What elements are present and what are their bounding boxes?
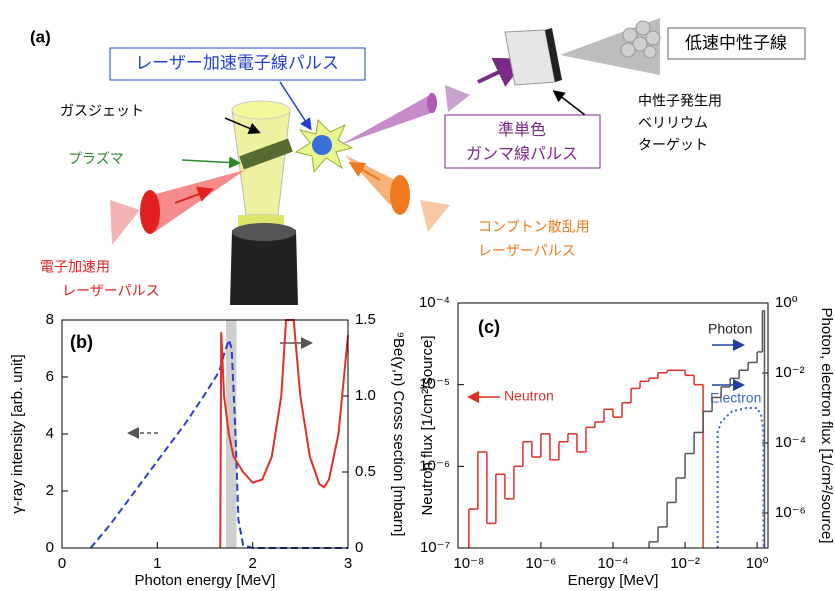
y2-tick-label: 10⁻⁶ [775,504,806,521]
x-tick-label: 2 [248,555,256,572]
y-tick-label: 4 [46,425,54,442]
y2-tick-label: 0 [355,539,363,556]
label: ガスジェット [60,103,144,119]
diagram: (a) レーザー加速電子線パルス 低速中性子線 ガスジェット プラズマ 準単色 … [30,18,805,305]
gamma-cone [340,95,434,145]
y2-tick-label: 1.5 [355,311,376,328]
label: レーザーパルス [62,283,160,299]
nozzle-top [232,223,296,241]
accel-laser-spot [140,190,160,234]
gas-jet-top [232,101,290,119]
figure: (a) レーザー加速電子線パルス 低速中性子線 ガスジェット プラズマ 準単色 … [0,0,835,591]
x-axis-label: Energy [MeV] [568,572,659,589]
label: ガンマ線パルス [466,145,578,163]
label: レーザー加速電子線パルス [135,53,339,72]
y-tick-label: 0 [46,539,54,556]
plot-frame [62,320,348,548]
panel-label: (c) [478,317,500,337]
y2-tick-label: 10⁻⁴ [775,434,806,451]
label: コンプトン散乱用 [478,219,590,235]
accel-laser-cone [152,170,245,232]
legend-label: Neutron [504,388,554,404]
x-tick-label: 3 [344,555,352,572]
x-tick-label: 10⁻⁸ [453,555,484,572]
label: 準単色 [498,121,546,139]
series-line [91,340,348,548]
label: 電子加速用 [40,259,110,275]
plot-frame [458,303,768,548]
series-line [718,408,764,548]
y-axis-label: Neutron flux [1/cm²/source] [419,335,436,515]
compton-spot [390,175,410,215]
y2-tick-label: 0.5 [355,463,376,480]
y-axis-label: γ-ray intensity [arb. unit] [9,354,26,513]
x-tick-label: 0 [58,555,66,572]
accel-laser-pulse [110,200,140,245]
y2-tick-label: 1.0 [355,387,376,404]
y-tick-label: 8 [46,311,54,328]
series-line [220,320,348,548]
label: ベリリウム [638,115,708,131]
y2-tick-label: 10⁰ [775,294,798,311]
arrow [182,160,238,163]
y-tick-label: 2 [46,482,54,499]
y2-axis-label: ⁹Be(γ,n) Cross section [mbarn] [390,332,407,537]
y2-tick-label: 10⁻² [775,364,805,381]
legend-label: Photon [708,321,752,337]
nozzle [230,230,298,305]
label: ターゲット [638,137,708,153]
x-tick-label: 10⁻² [670,555,700,572]
label: レーザーパルス [478,243,576,259]
x-tick-label: 1 [153,555,161,572]
y-tick-label: 10⁻⁷ [420,539,450,556]
arrow [555,92,585,115]
label: 低速中性子線 [685,33,787,52]
y2-axis-label: Photon, electron flux [1/cm²/source] [818,308,835,544]
x-tick-label: 10⁻⁶ [526,555,557,572]
x-axis-label: Photon energy [MeV] [135,572,276,589]
label: プラズマ [68,151,124,167]
panel-label: (a) [30,27,51,46]
label: 中性子発生用 [638,93,722,109]
electron-bunch [312,135,332,155]
x-tick-label: 10⁻⁴ [597,555,628,572]
y-tick-label: 10⁻⁴ [419,294,450,311]
panel-label: (b) [70,332,93,352]
gamma-spot [427,93,437,113]
y-tick-label: 6 [46,368,54,385]
x-tick-label: 10⁰ [746,555,769,572]
compton-pulse [420,200,450,232]
gamma-pulse [445,85,470,112]
